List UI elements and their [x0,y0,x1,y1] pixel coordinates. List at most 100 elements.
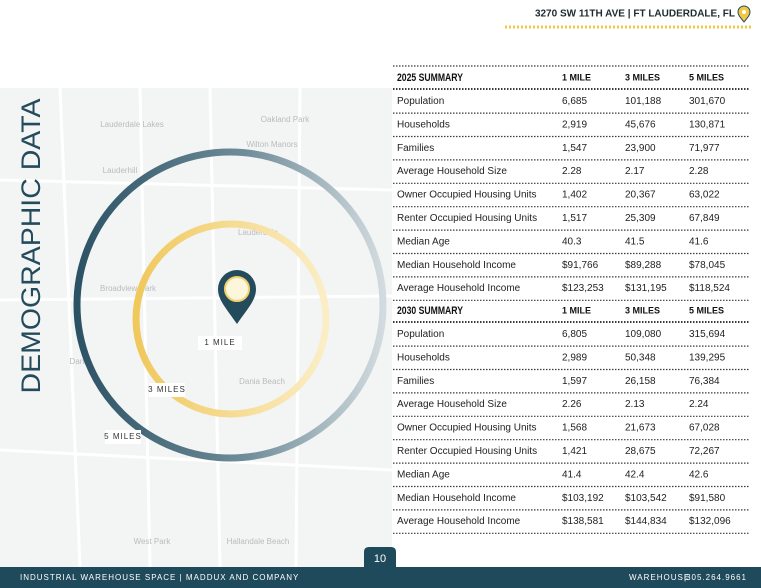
header-pin-icon [737,5,751,23]
cell-value: 50,348 [625,352,656,363]
row-label: Renter Occupied Housing Units [397,446,537,457]
cell-value: 1,402 [562,190,587,201]
cell-value: 2.24 [689,399,709,410]
cell-value: 41.5 [625,236,645,247]
address: 3270 SW 11TH AVE | FT LAUDERDALE, FL [535,9,735,20]
cell-value: 76,384 [689,376,720,387]
row-label: Households [397,352,450,363]
cell-value: 101,188 [625,96,662,107]
cell-value: 67,849 [689,213,720,224]
cell-value: $144,834 [625,516,667,527]
map-label: West Park [134,537,172,546]
cell-value: $132,096 [689,516,731,527]
cell-value: 1,547 [562,143,587,154]
cell-value: 45,676 [625,119,656,130]
column-header: 5 MILES [689,305,724,315]
cell-value: $89,288 [625,260,662,271]
cell-value: 2.28 [562,166,582,177]
cell-value: $118,524 [689,283,730,294]
cell-value: 130,871 [689,119,726,130]
cell-value: 71,977 [689,143,720,154]
cell-value: 109,080 [625,329,662,340]
ring-3-miles [132,220,330,418]
cell-value: 72,267 [689,446,720,457]
row-label: Average Household Income [397,516,521,527]
row-label: Households [397,119,450,130]
cell-value: 26,158 [625,376,656,387]
page-number: 10 [374,553,386,565]
ring-label-box [149,383,185,397]
cell-value: $91,580 [689,493,726,504]
map-label: Lauderdale Lakes [100,120,164,129]
cell-value: 315,694 [689,329,726,340]
cell-value: 42.4 [625,469,645,480]
cell-value: 1,421 [562,446,587,457]
page-tab [364,547,396,567]
row-label: Average Household Size [397,166,507,177]
cell-value: 41.6 [689,236,709,247]
row-label: Median Age [397,236,450,247]
row-label: Renter Occupied Housing Units [397,213,537,224]
map-label: Oakland Park [261,115,310,124]
row-label: Median Household Income [397,260,516,271]
row-label: Owner Occupied Housing Units [397,423,537,434]
row-label: Families [397,376,434,387]
map-label: Dania Beach [239,377,285,386]
location-pin [218,270,256,324]
ring-label: 1 MILE [204,338,235,347]
footer-phone: 305.264.9661 [686,573,747,582]
map-label: Hallandale Beach [227,537,290,546]
cell-value: 2.13 [625,399,645,410]
map-label: Lauderdale [238,228,279,237]
cell-value: 20,367 [625,190,656,201]
cell-value: 2.26 [562,399,582,410]
cell-value: 63,022 [689,190,720,201]
cell-value: $131,195 [625,283,667,294]
row-label: Population [397,329,444,340]
ring-label-box [198,336,242,350]
ring-label: 5 MILES [104,432,142,441]
cell-value: $103,192 [562,493,604,504]
column-header: 1 MILE [562,72,591,82]
row-label: Average Household Size [397,399,507,410]
cell-value: $103,542 [625,493,667,504]
cell-value: $138,581 [562,516,604,527]
table-title: 2030 SUMMARY [397,305,464,317]
cell-value: 6,805 [562,329,587,340]
ring-label-box [105,430,141,444]
map-label: Dania [70,357,91,366]
map-label: Wilton Manors [246,140,297,149]
cell-value: 28,675 [625,446,656,457]
ring-5-miles [73,148,387,462]
cell-value: 139,295 [689,352,726,363]
row-label: Median Household Income [397,493,516,504]
cell-value: $123,253 [562,283,604,294]
cell-value: $91,766 [562,260,599,271]
row-label: Owner Occupied Housing Units [397,190,537,201]
page-title: DEMOGRAPHIC DATA [16,99,46,394]
map-label: Broadview Park [100,284,157,293]
row-label: Families [397,143,434,154]
cell-value: 1,568 [562,423,587,434]
footer-bar [0,567,761,588]
cell-value: 301,670 [689,96,726,107]
table-title: 2025 SUMMARY [397,72,464,84]
cell-value: 1,517 [562,213,587,224]
cell-value: 41.4 [562,469,582,480]
cell-value: 2,989 [562,352,587,363]
map-label: Lauderhill [103,166,138,175]
column-header: 1 MILE [562,305,591,315]
map-background [0,88,392,567]
footer-separator: | [684,573,686,582]
cell-value: 67,028 [689,423,720,434]
cell-value: 42.6 [689,469,709,480]
cell-value: 21,673 [625,423,656,434]
cell-value: 40.3 [562,236,582,247]
column-header: 3 MILES [625,305,660,315]
column-header: 3 MILES [625,72,660,82]
cell-value: $78,045 [689,260,726,271]
ring-label: 3 MILES [148,385,186,394]
cell-value: 1,597 [562,376,587,387]
footer-left: INDUSTRIAL WAREHOUSE SPACE | MADDUX AND … [20,573,299,582]
